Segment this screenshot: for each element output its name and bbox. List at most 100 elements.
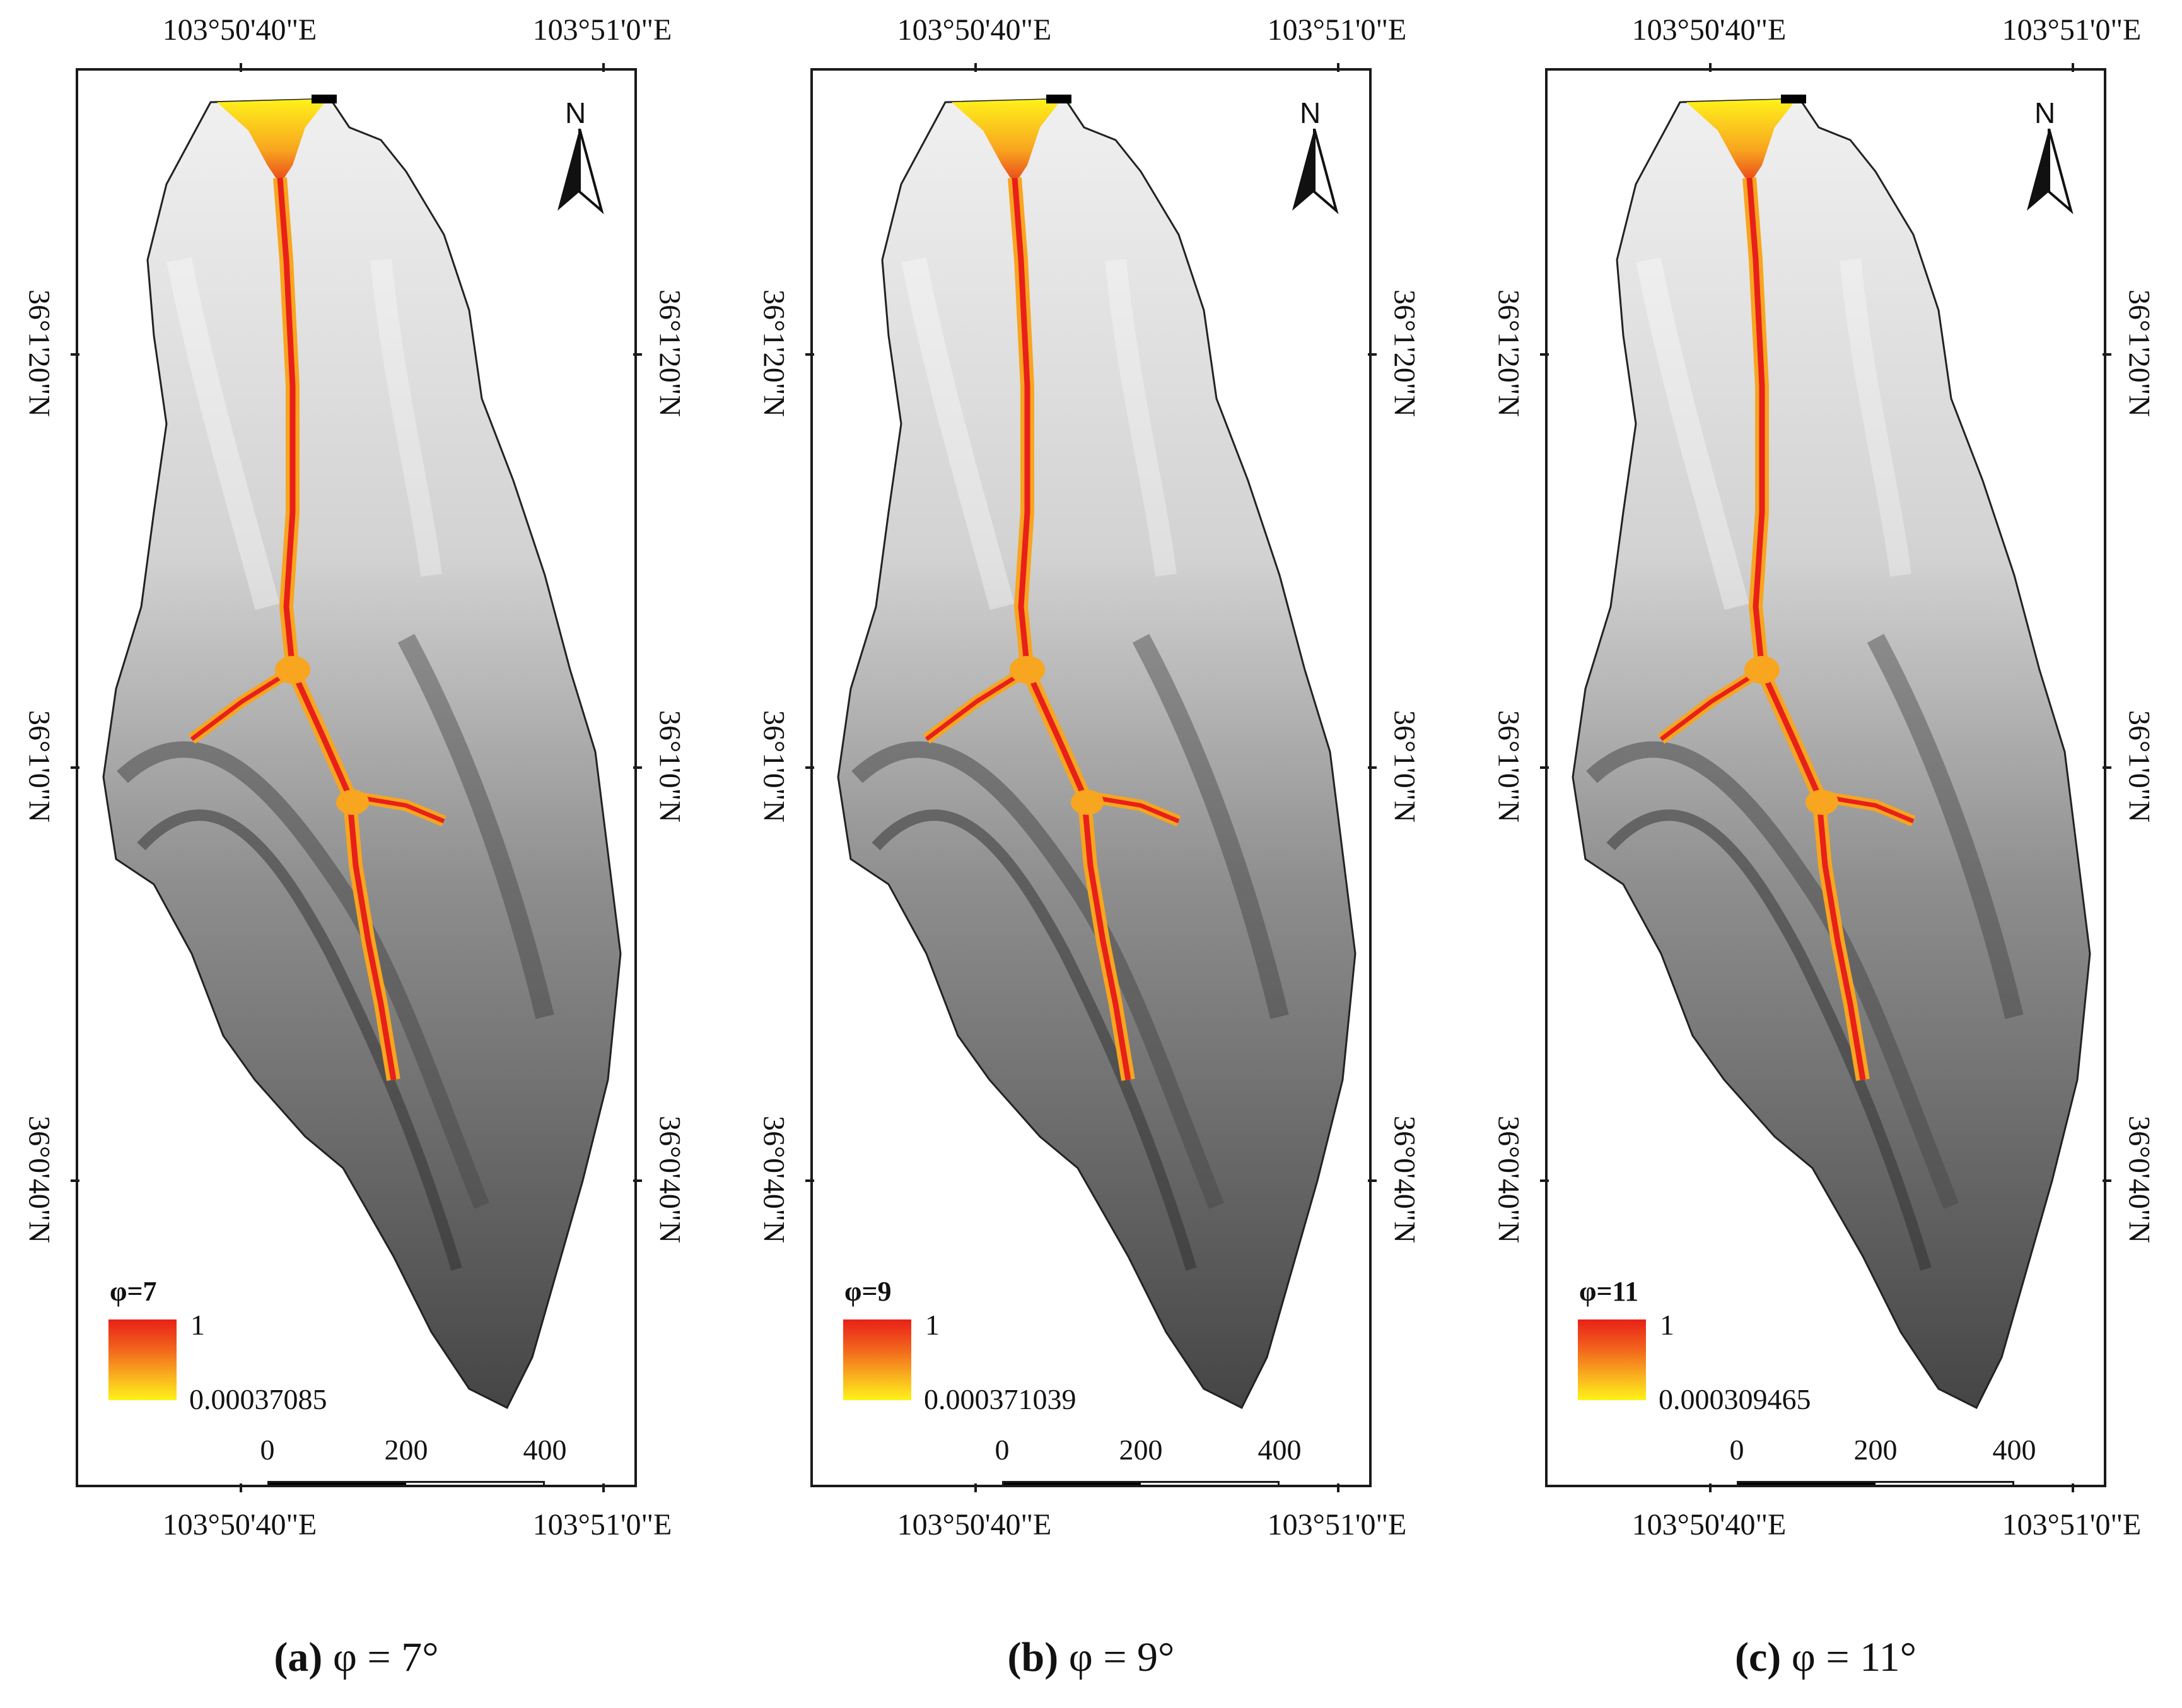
- flow-branch-west-core: [1659, 668, 1763, 741]
- map-frame: N φ=7 1 0.00037085 0 200 400 m: [76, 68, 637, 1487]
- legend-title: φ=11: [1579, 1276, 1639, 1307]
- north-arrow: N: [2021, 96, 2077, 222]
- tick-right-lower: [633, 1179, 642, 1182]
- tick-bottom-left: [1709, 1483, 1712, 1492]
- ridge-shade-5: [1840, 259, 1911, 577]
- flow-channel-core: [1012, 177, 1131, 1080]
- caption-text: φ = 9°: [1058, 1634, 1175, 1680]
- scale-tick-400: 400: [1992, 1434, 2036, 1466]
- scale-unit: m: [2018, 1472, 2041, 1485]
- lon-label-top-right: 103°51'0"E: [1267, 13, 1407, 47]
- catchment-terrain: [837, 98, 1356, 1410]
- map-panel-a: 103°50'40"E 103°51'0"E: [0, 0, 725, 1708]
- flow-channel-core: [1746, 177, 1866, 1080]
- flow-channel-core: [277, 177, 397, 1080]
- outlet-dark-patch: [312, 95, 337, 103]
- tick-bottom-right: [1337, 1483, 1339, 1492]
- deposit-fan: [952, 99, 1062, 184]
- map-panel-c: 103°50'40"E 103°51'0"E: [1469, 0, 2182, 1708]
- tick-left-lower: [805, 1179, 814, 1182]
- ridge-shade-2: [872, 809, 1197, 1271]
- lat-label-left-upper: 36°1'20"N: [757, 289, 791, 418]
- map-frame: N φ=9 1 0.000371039 0 200 400 m: [810, 68, 1372, 1487]
- lon-label-top-right: 103°51'0"E: [2002, 13, 2142, 47]
- scale-tick-0: 0: [995, 1434, 1010, 1466]
- lat-label-right-middle: 36°1'0"N: [2122, 710, 2156, 823]
- legend-min-value: 0.000309465: [1659, 1383, 1811, 1415]
- scale-bar: [267, 1481, 545, 1485]
- ridge-shade-4: [1636, 257, 1749, 611]
- tick-left-upper: [71, 353, 79, 356]
- caption-letter: (a): [274, 1634, 323, 1680]
- flow-junction-1: [1010, 656, 1045, 684]
- tick-top-right: [2072, 63, 2074, 72]
- flow-junction-1: [1744, 656, 1780, 684]
- ridge-shade-3: [1867, 633, 2024, 1019]
- north-arrow-icon: [557, 129, 604, 214]
- caption-letter: (b): [1007, 1634, 1059, 1680]
- lat-label-left-lower: 36°0'40"N: [22, 1115, 56, 1244]
- lon-label-top-right: 103°51'0"E: [532, 13, 672, 47]
- tick-bottom-left: [240, 1483, 242, 1492]
- legend-title: φ=7: [110, 1276, 157, 1307]
- panel-caption: (a) φ = 7°: [274, 1634, 438, 1682]
- lon-label-bottom-right: 103°51'0"E: [1267, 1508, 1407, 1541]
- tick-right-lower: [2103, 1179, 2111, 1182]
- lat-label-left-lower: 36°0'40"N: [757, 1115, 791, 1244]
- lat-label-right-upper: 36°1'20"N: [1387, 289, 1421, 418]
- ridge-shade-5: [370, 259, 442, 577]
- scale-tick-200: 200: [1853, 1434, 1898, 1466]
- lat-label-right-lower: 36°0'40"N: [2122, 1115, 2156, 1244]
- lat-label-left-upper: 36°1'20"N: [22, 289, 56, 418]
- tick-top-right: [1337, 63, 1339, 72]
- caption-letter: (c): [1734, 1634, 1782, 1680]
- legend-min-value: 0.000371039: [924, 1383, 1076, 1415]
- north-arrow: N: [1286, 96, 1343, 222]
- lat-label-right-lower: 36°0'40"N: [1387, 1115, 1421, 1244]
- map-frame: N φ=11 1 0.000309465 0 200 400 m: [1545, 68, 2106, 1487]
- flow-junction-2: [336, 790, 369, 815]
- lat-label-left-upper: 36°1'20"N: [1491, 289, 1526, 418]
- scale-bar: [1737, 1481, 2014, 1485]
- tick-top-left: [240, 63, 242, 72]
- scale-bar-white-segment: [1876, 1483, 2012, 1485]
- legend-color-ramp: [1578, 1319, 1646, 1400]
- lon-label-top-left: 103°50'40"E: [897, 13, 1052, 47]
- scale-bar-white-segment: [406, 1483, 543, 1485]
- panel-caption: (b) φ = 9°: [1008, 1634, 1175, 1682]
- tick-left-middle: [71, 766, 79, 769]
- scale-unit: m: [1283, 1472, 1306, 1485]
- lon-label-bottom-right: 103°51'0"E: [2002, 1508, 2142, 1541]
- ridge-shade-4: [901, 257, 1015, 611]
- tick-left-middle: [1540, 766, 1549, 769]
- outlet-dark-patch: [1046, 95, 1071, 103]
- flow-branch-west-core: [925, 668, 1029, 741]
- lat-label-left-middle: 36°1'0"N: [22, 710, 56, 823]
- tick-top-left: [974, 63, 977, 72]
- lon-label-bottom-right: 103°51'0"E: [532, 1508, 672, 1541]
- catchment-map: [102, 95, 622, 1410]
- tick-right-upper: [633, 353, 642, 356]
- tick-left-upper: [1540, 353, 1549, 356]
- ridge-shade-3: [1132, 633, 1289, 1019]
- scale-bar-black-segment: [269, 1483, 406, 1485]
- deposit-fan: [217, 99, 327, 184]
- legend-max-value: 1: [190, 1309, 205, 1341]
- panel-caption: (c) φ = 11°: [1735, 1634, 1917, 1682]
- tick-right-middle: [2103, 766, 2111, 769]
- scale-tick-400: 400: [1257, 1434, 1302, 1466]
- lat-label-left-lower: 36°0'40"N: [1491, 1115, 1526, 1244]
- outlet-dark-patch: [1781, 95, 1806, 103]
- catchment-map: [1572, 95, 2091, 1410]
- lat-label-left-middle: 36°1'0"N: [1491, 710, 1526, 823]
- tick-left-middle: [805, 766, 814, 769]
- flow-junction-2: [1806, 790, 1838, 815]
- north-label: N: [565, 97, 586, 129]
- catchment-terrain: [1572, 98, 2091, 1410]
- ridge-shade-5: [1105, 259, 1177, 577]
- ridge-shade-1: [117, 741, 490, 1209]
- tick-left-upper: [805, 353, 814, 356]
- north-label: N: [1300, 97, 1321, 129]
- legend-max-value: 1: [925, 1309, 940, 1341]
- tick-left-lower: [1540, 1179, 1549, 1182]
